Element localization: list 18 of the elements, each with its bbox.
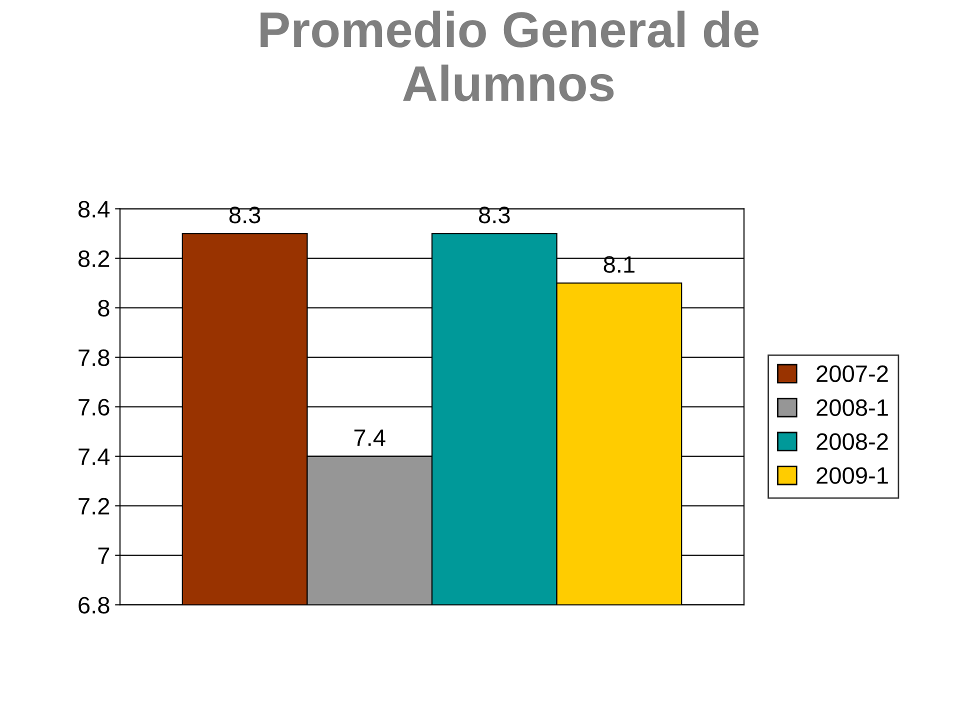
data-label: 8.3 [479, 206, 510, 224]
chart-title: Promedio General de Alumnos [260, 10, 759, 102]
y-tick-label: 8.2 [78, 250, 110, 268]
y-tick-label: 6.8 [78, 596, 110, 614]
legend-label: 2008-1 [816, 399, 888, 416]
y-tick-label: 7.6 [78, 398, 110, 416]
y-tick-label: 8.4 [78, 200, 110, 218]
data-label: 8.1 [604, 256, 634, 273]
data-label: 7.4 [354, 430, 386, 446]
y-tick-label: 7 [98, 548, 110, 564]
y-tick-label: 7.8 [78, 349, 110, 366]
data-label: 8.3 [229, 206, 260, 224]
y-tick-label: 8 [98, 300, 110, 317]
legend-label: 2009-1 [816, 467, 888, 484]
legend-label: 2008-2 [816, 433, 888, 450]
legend-label: 2007-2 [816, 365, 888, 382]
y-tick-label: 7.4 [78, 448, 110, 465]
y-tick-label: 7.2 [78, 498, 110, 514]
